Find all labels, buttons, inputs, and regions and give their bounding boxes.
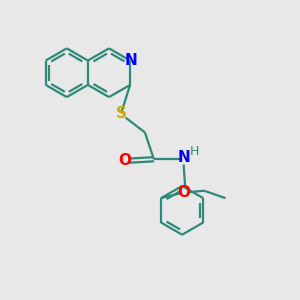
Text: N: N <box>178 150 191 165</box>
Text: S: S <box>116 106 127 121</box>
Text: O: O <box>177 185 190 200</box>
Text: O: O <box>118 153 131 168</box>
Text: H: H <box>190 145 199 158</box>
Text: N: N <box>124 53 137 68</box>
